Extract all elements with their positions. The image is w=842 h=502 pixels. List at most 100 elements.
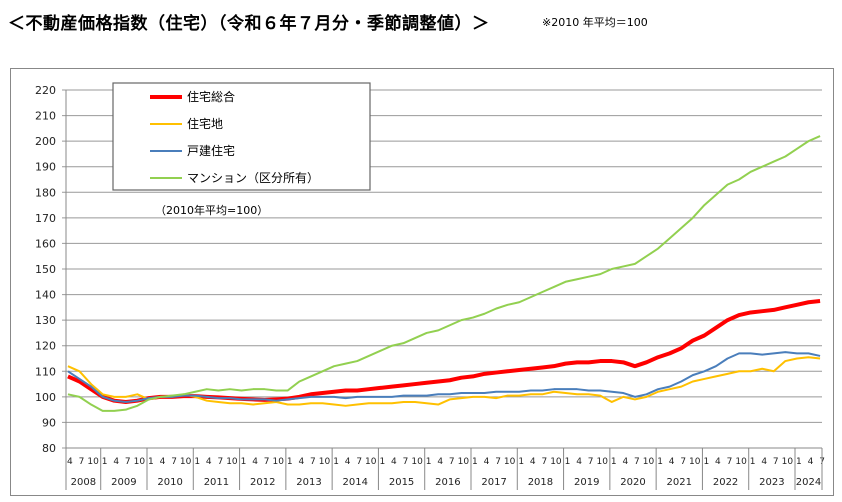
x-month-label: 4	[484, 457, 490, 467]
x-month-label: 1	[565, 457, 571, 467]
series-line-2	[67, 351, 821, 403]
y-tick-label: 140	[35, 289, 56, 302]
x-month-label: 1	[703, 457, 709, 467]
x-month-label: 7	[310, 457, 316, 467]
y-tick-label: 210	[35, 110, 56, 123]
series-line-3	[67, 135, 821, 412]
x-month-label: 7	[449, 457, 455, 467]
x-month-label: 10	[272, 457, 284, 467]
x-month-label: 1	[518, 457, 524, 467]
x-month-label: 1	[194, 457, 200, 467]
x-month-label: 7	[634, 457, 640, 467]
chart-frame	[10, 68, 834, 496]
x-month-label: 1	[750, 457, 756, 467]
x-month-label: 10	[134, 457, 146, 467]
x-month-label: 4	[67, 457, 73, 467]
x-year-label: 2014	[343, 477, 368, 488]
base-note: ※2010 年平均＝100	[542, 16, 648, 29]
x-month-label: 4	[576, 457, 582, 467]
x-month-label: 4	[345, 457, 351, 467]
y-tick-label: 120	[35, 340, 56, 353]
x-month-label: 7	[171, 457, 177, 467]
y-tick-label: 200	[35, 135, 56, 148]
x-year-label: 2020	[620, 477, 645, 488]
x-year-label: 2024	[796, 477, 821, 488]
x-year-label: 2010	[157, 477, 182, 488]
x-year-label: 2023	[759, 477, 784, 488]
x-month-label: 7	[727, 457, 733, 467]
legend-label: 住宅地	[187, 116, 223, 131]
x-month-label: 1	[796, 457, 802, 467]
x-month-label: 1	[102, 457, 108, 467]
x-month-label: 7	[680, 457, 686, 467]
y-tick-label: 150	[35, 263, 56, 276]
x-month-label: 7	[356, 457, 362, 467]
y-tick-label: 100	[35, 391, 56, 404]
page-title: ＜不動産価格指数（住宅）（令和６年７月分・季節調整値）＞	[8, 14, 490, 34]
legend-label: マンション（区分所有）	[187, 171, 319, 185]
series-line-0	[67, 298, 821, 404]
x-month-label: 7	[79, 457, 85, 467]
y-tick-label: 180	[35, 186, 56, 199]
x-month-label: 7	[125, 457, 131, 467]
x-month-label: 1	[611, 457, 617, 467]
legend-label: 戸建住宅	[187, 143, 235, 158]
x-month-label: 4	[669, 457, 675, 467]
x-month-label: 4	[113, 457, 119, 467]
x-month-label: 10	[319, 457, 331, 467]
y-tick-label: 80	[42, 442, 56, 455]
legend-label: 住宅総合	[187, 89, 235, 104]
x-month-label: 1	[472, 457, 478, 467]
y-tick-label: 220	[35, 84, 56, 97]
x-year-label: 2021	[667, 477, 692, 488]
x-year-label: 2022	[713, 477, 738, 488]
x-month-label: 10	[735, 457, 747, 467]
x-month-label: 1	[287, 457, 293, 467]
y-tick-label: 90	[42, 416, 56, 429]
y-tick-label: 170	[35, 212, 56, 225]
x-month-label: 10	[782, 457, 794, 467]
x-month-label: 4	[252, 457, 258, 467]
y-tick-label: 160	[35, 237, 56, 250]
x-month-label: 1	[379, 457, 385, 467]
x-year-label: 2018	[528, 477, 553, 488]
x-month-label: 4	[530, 457, 536, 467]
x-month-label: 10	[180, 457, 192, 467]
x-month-label: 4	[391, 457, 397, 467]
x-month-label: 10	[365, 457, 377, 467]
x-month-label: 7	[403, 457, 409, 467]
x-month-label: 4	[206, 457, 212, 467]
x-month-label: 4	[808, 457, 814, 467]
x-month-label: 4	[761, 457, 767, 467]
x-month-label: 10	[689, 457, 701, 467]
x-year-label: 2016	[435, 477, 460, 488]
x-month-label: 10	[596, 457, 608, 467]
x-month-label: 7	[217, 457, 223, 467]
x-month-label: 10	[643, 457, 655, 467]
x-month-label: 4	[715, 457, 721, 467]
chart-subtitle: （2010年平均=100）	[155, 203, 268, 217]
x-month-label: 10	[458, 457, 470, 467]
x-month-label: 1	[241, 457, 247, 467]
x-month-label: 10	[87, 457, 99, 467]
x-year-label: 2012	[250, 477, 275, 488]
x-month-label: 1	[657, 457, 663, 467]
x-month-label: 4	[437, 457, 443, 467]
x-month-label: 7	[495, 457, 501, 467]
x-month-label: 10	[504, 457, 516, 467]
x-year-label: 2011	[204, 477, 229, 488]
x-month-label: 7	[773, 457, 779, 467]
x-month-label: 7	[541, 457, 547, 467]
x-year-label: 2015	[389, 477, 414, 488]
x-year-label: 2019	[574, 477, 599, 488]
x-month-label: 4	[160, 457, 166, 467]
y-tick-label: 130	[35, 314, 56, 327]
x-month-label: 7	[264, 457, 270, 467]
x-month-label: 1	[148, 457, 154, 467]
x-month-label: 1	[333, 457, 339, 467]
x-month-label: 4	[622, 457, 628, 467]
x-month-label: 4	[298, 457, 304, 467]
